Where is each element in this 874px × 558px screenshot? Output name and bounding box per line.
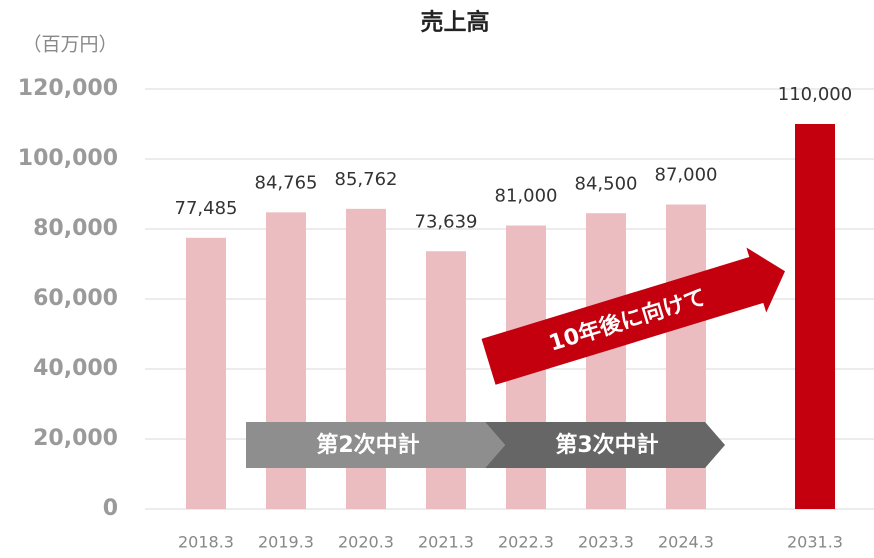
x-tick-label: 2018.3: [178, 533, 234, 552]
y-tick-label: 100,000: [18, 146, 118, 171]
y-unit: （百万円）: [22, 34, 117, 56]
banner-arrow: [481, 247, 786, 385]
x-tick-label: 2021.3: [418, 533, 474, 552]
bar: [426, 251, 466, 510]
y-tick-label: 20,000: [33, 426, 118, 451]
y-tick-label: 40,000: [33, 356, 118, 381]
value-label: 85,762: [335, 169, 398, 190]
x-tick-label: 2023.3: [578, 533, 634, 552]
y-tick-label: 80,000: [33, 216, 118, 241]
x-tick-label: 2031.3: [787, 533, 843, 552]
value-label: 87,000: [655, 165, 718, 186]
phase-arrow: [485, 422, 725, 468]
value-label: 110,000: [778, 84, 852, 105]
x-tick-label: 2024.3: [658, 533, 714, 552]
x-tick-label: 2019.3: [258, 533, 314, 552]
y-tick-label: 0: [103, 496, 118, 521]
y-tick-label: 60,000: [33, 286, 118, 311]
bar: [795, 124, 835, 509]
value-label: 84,765: [255, 172, 318, 193]
x-tick-label: 2020.3: [338, 533, 394, 552]
bar: [186, 237, 226, 510]
value-label: 81,000: [495, 186, 558, 207]
value-label: 73,639: [415, 211, 478, 232]
x-tick-label: 2022.3: [498, 533, 554, 552]
y-tick-label: 120,000: [18, 76, 118, 101]
value-label: 77,485: [175, 198, 238, 219]
chart-title: 売上高: [421, 9, 490, 36]
phase-label: 第2次中計: [316, 432, 419, 458]
value-label: 84,500: [575, 173, 638, 194]
phase-arrow: [246, 422, 505, 468]
phase-label: 第3次中計: [555, 432, 658, 458]
